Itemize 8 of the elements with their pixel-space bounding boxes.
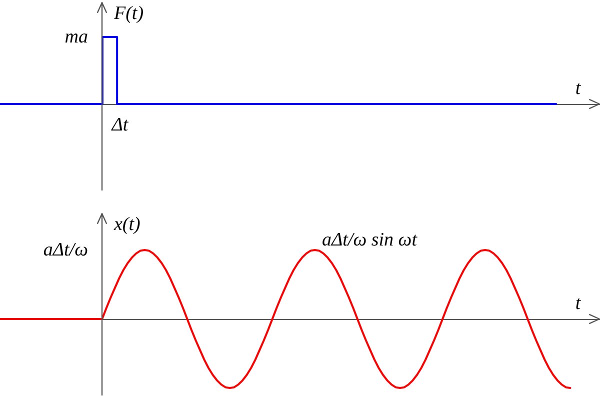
text: Δt	[110, 114, 129, 136]
annotation: ma	[64, 26, 88, 48]
x-axis-title: t	[575, 293, 582, 314]
annotation: aΔt/ω	[43, 240, 88, 260]
y-axis-title: x(t)	[113, 214, 140, 235]
y-axis-title: F(t)	[113, 3, 144, 24]
series-label: aΔt/ω sin ωt	[322, 230, 418, 250]
x-axis-title: t	[575, 78, 582, 99]
